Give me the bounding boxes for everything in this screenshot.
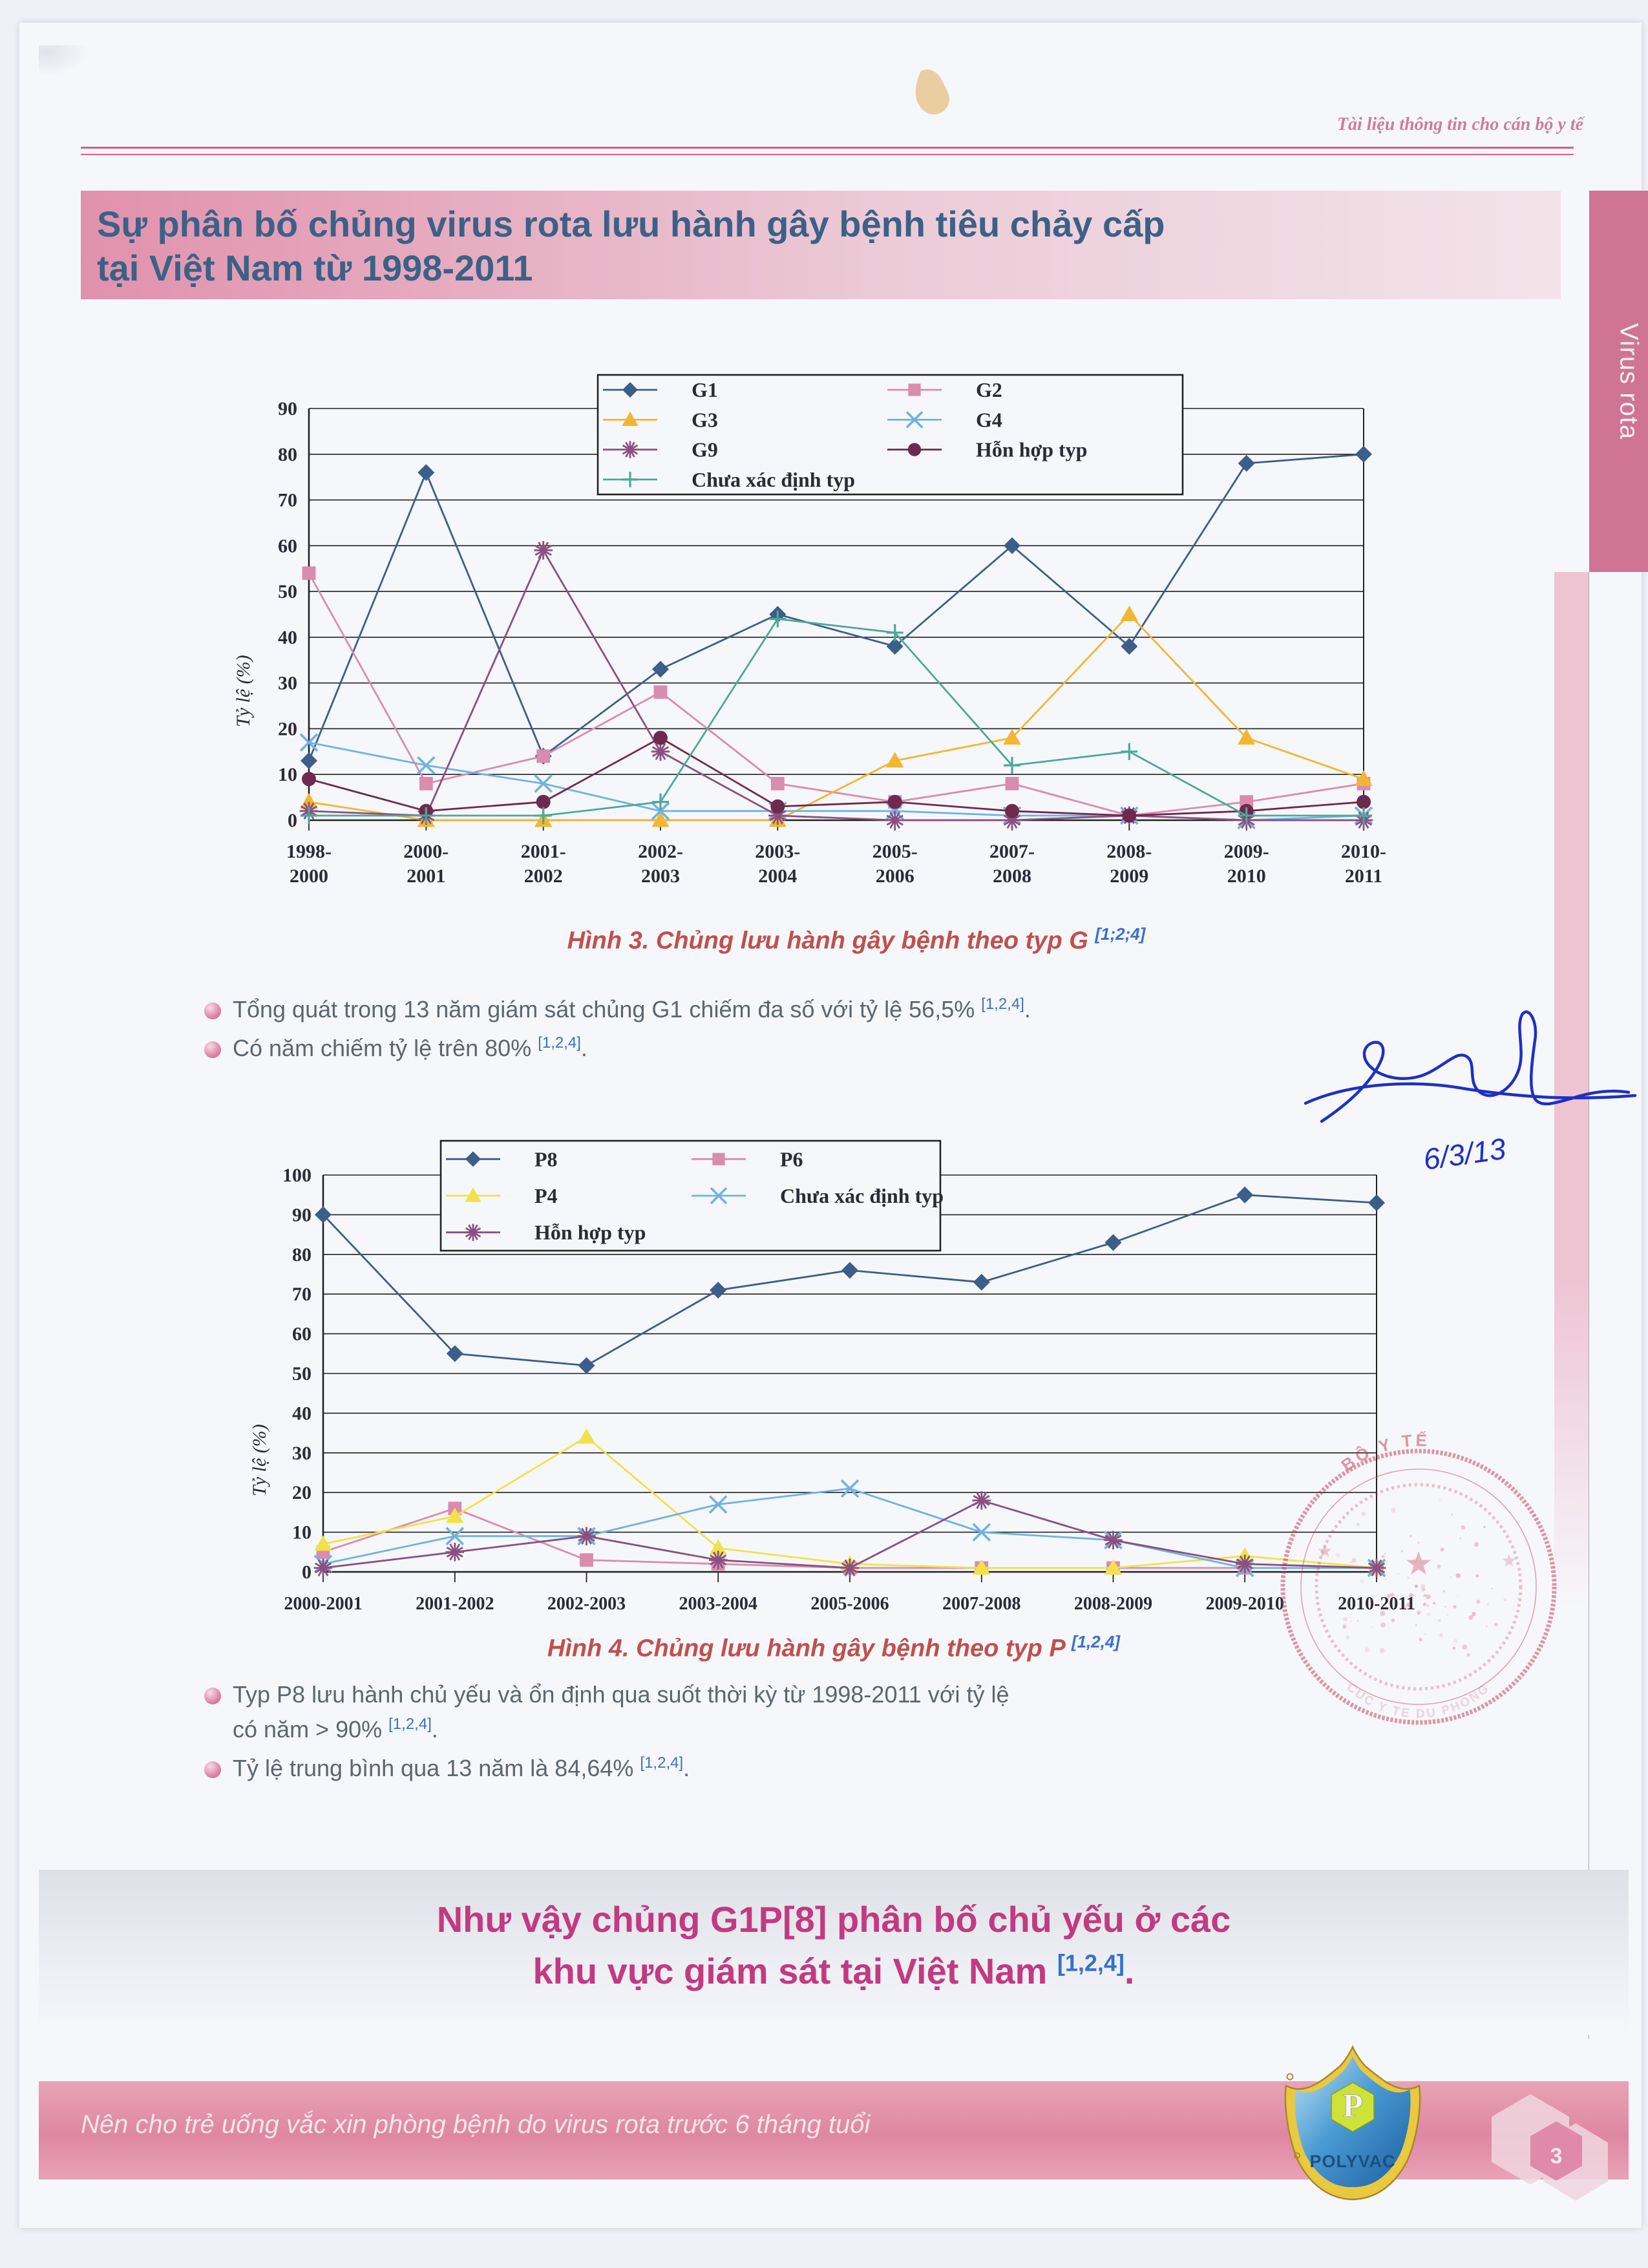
svg-text:POLYVAC: POLYVAC	[1309, 2152, 1395, 2171]
svg-text:P: P	[1342, 2088, 1363, 2125]
